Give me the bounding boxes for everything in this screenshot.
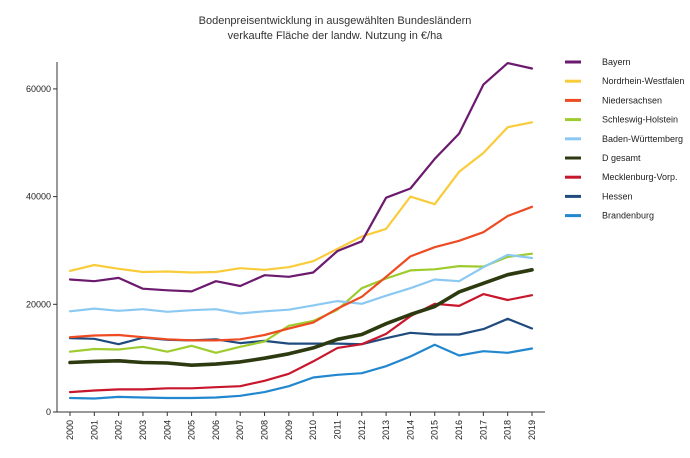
x-tick-label: 2002: [114, 420, 124, 440]
legend-label: D gesamt: [602, 153, 641, 163]
x-tick-label: 2017: [478, 420, 488, 440]
y-tick-label: 60000: [26, 84, 51, 94]
x-tick-label: 2010: [308, 420, 318, 440]
legend-label: Bayern: [602, 57, 631, 67]
series-lines: [68, 61, 534, 400]
axes: 0 20000 40000 60000 2000 2001 2002 2003 2004 2005…: [26, 62, 545, 440]
series-line: [68, 293, 534, 394]
x-tick-label: 2008: [260, 420, 270, 440]
chart-title: Bodenpreisentwicklung in ausgewählten Bu…: [199, 15, 472, 27]
series-line: [68, 267, 534, 368]
x-tick-label: 2004: [162, 420, 172, 440]
legend-label: Brandenburg: [602, 211, 654, 221]
y-tick-label: 40000: [26, 192, 51, 202]
x-tick-label: 2011: [332, 420, 342, 439]
series-line: [68, 253, 534, 315]
x-tick-label: 2007: [235, 420, 245, 440]
series-line: [68, 205, 534, 342]
x-tick-label: 2015: [430, 420, 440, 440]
legend-label: Schleswig-Holstein: [602, 115, 678, 125]
x-tick-label: 2005: [187, 420, 197, 440]
x-tick-label: 2014: [405, 420, 415, 440]
series-line: [68, 252, 534, 354]
chart-subtitle: verkaufte Fläche der landw. Nutzung in €…: [228, 30, 444, 42]
series-line: [68, 61, 534, 293]
x-tick-label: 2019: [527, 420, 537, 440]
x-tick-label: 2006: [211, 420, 221, 440]
legend-label: Baden-Württemberg: [602, 134, 683, 144]
x-tick-label: 2009: [284, 420, 294, 440]
legend: Bayern Nordrhein-Westfalen Niedersachsen Sc…: [565, 57, 684, 221]
series-line: [68, 343, 534, 400]
legend-label: Nordrhein-Westfalen: [602, 76, 684, 86]
x-tick-label: 2012: [357, 420, 367, 440]
legend-label: Niedersachsen: [602, 95, 662, 105]
y-tick-label: 20000: [26, 299, 51, 309]
x-tick-label: 2000: [65, 420, 75, 440]
legend-label: Hessen: [602, 191, 633, 201]
y-tick-label: 0: [46, 407, 51, 417]
x-tick-label: 2013: [381, 420, 391, 440]
legend-label: Mecklenburg-Vorp.: [602, 172, 678, 182]
x-tick-label: 2003: [138, 420, 148, 440]
x-tick-label: 2018: [503, 420, 513, 440]
series-line: [68, 121, 534, 274]
x-tick-label: 2001: [89, 420, 99, 440]
x-tick-label: 2016: [454, 420, 464, 440]
